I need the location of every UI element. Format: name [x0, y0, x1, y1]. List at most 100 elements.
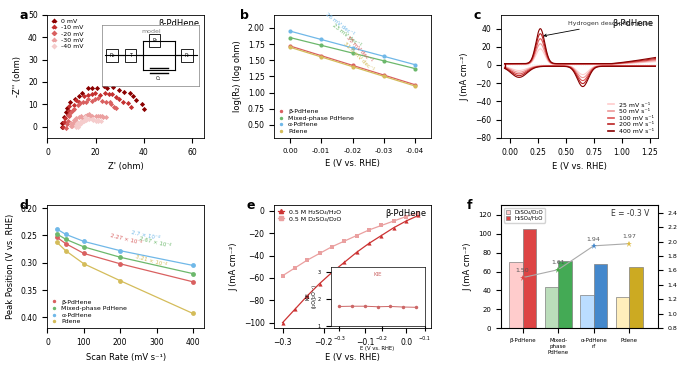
Point: [61, 125, 72, 131]
Point: [122, 100, 133, 106]
Point: [93, 118, 104, 124]
Point: [87, 113, 98, 119]
Text: 23 mV dec⁻¹: 23 mV dec⁻¹: [331, 23, 361, 48]
Point: [84, 113, 95, 119]
Point: [83, 85, 94, 91]
Point: [111, 104, 121, 110]
Text: 2.27 × 10⁻⁴: 2.27 × 10⁻⁴: [109, 233, 142, 246]
Point: [79, 93, 89, 99]
Point: [84, 116, 95, 122]
Point: [62, 117, 73, 123]
Point: [100, 99, 111, 105]
Legend: 25 mV s⁻¹, 50 mV s⁻¹, 100 mV s⁻¹, 200 mV s⁻¹, 400 mV s⁻¹: 25 mV s⁻¹, 50 mV s⁻¹, 100 mV s⁻¹, 200 mV…: [607, 101, 654, 135]
Point: [87, 91, 98, 97]
Point: [125, 104, 136, 110]
Text: a: a: [19, 9, 28, 22]
Point: [73, 93, 84, 98]
Point: [58, 114, 69, 120]
Point: [75, 120, 86, 126]
Text: E = -0.3 V: E = -0.3 V: [612, 209, 650, 218]
Point: [124, 90, 135, 96]
Point: [114, 96, 125, 102]
Point: [83, 96, 94, 102]
Point: [61, 109, 72, 115]
Point: [75, 121, 85, 127]
Text: d: d: [19, 199, 28, 212]
Point: [96, 98, 107, 104]
Point: [73, 120, 83, 126]
Point: [68, 117, 79, 123]
Text: β-PdHene: β-PdHene: [612, 19, 653, 28]
Text: 31.8 mV dec⁻¹: 31.8 mV dec⁻¹: [343, 41, 375, 72]
X-axis label: Z' (ohm): Z' (ohm): [108, 162, 144, 171]
Point: [93, 117, 104, 123]
Point: [98, 114, 108, 120]
Text: 1.61: 1.61: [551, 260, 565, 265]
Point: [71, 122, 82, 128]
Point: [96, 117, 106, 123]
Bar: [594, 264, 607, 328]
Point: [101, 114, 112, 120]
Point: [87, 98, 98, 104]
Point: [138, 106, 149, 112]
Y-axis label: J (mA cm⁻²): J (mA cm⁻²): [464, 242, 473, 291]
Text: 2.67 × 10⁻⁴: 2.67 × 10⁻⁴: [138, 236, 171, 249]
Bar: [509, 262, 523, 328]
Point: [97, 113, 108, 119]
Point: [80, 117, 91, 123]
Point: [79, 114, 90, 120]
Point: [87, 116, 98, 122]
Point: [79, 113, 90, 119]
Point: [73, 121, 83, 127]
Point: [67, 107, 78, 113]
Point: [118, 89, 129, 95]
Text: f: f: [466, 199, 473, 212]
Point: [99, 91, 110, 97]
Point: [66, 120, 77, 126]
Text: β-PdHene: β-PdHene: [158, 19, 199, 28]
Point: [77, 90, 87, 96]
Point: [57, 123, 68, 129]
Y-axis label: J (mA cm⁻²): J (mA cm⁻²): [461, 52, 470, 101]
Text: 26 mV dec⁻¹: 26 mV dec⁻¹: [325, 11, 355, 37]
Text: 2.7 × 10⁻⁴: 2.7 × 10⁻⁴: [131, 230, 161, 241]
Point: [73, 114, 84, 120]
Point: [65, 109, 76, 115]
Legend: β-PdHene, Mixed-phase PdHene, α-PdHene, Pdene: β-PdHene, Mixed-phase PdHene, α-PdHene, …: [277, 108, 355, 135]
Point: [72, 120, 83, 126]
Legend: D₂SO₄/D₂O, H₂SO₄/H₂O: D₂SO₄/D₂O, H₂SO₄/H₂O: [504, 208, 545, 223]
Point: [102, 85, 113, 91]
Bar: [629, 267, 643, 328]
Point: [95, 113, 106, 119]
Point: [68, 106, 79, 112]
Point: [73, 98, 84, 104]
Point: [78, 99, 89, 105]
Point: [127, 93, 138, 99]
Point: [94, 92, 105, 98]
Point: [78, 118, 89, 124]
Text: e: e: [246, 199, 255, 212]
Point: [111, 94, 122, 100]
X-axis label: Scan Rate (mV s⁻¹): Scan Rate (mV s⁻¹): [85, 352, 165, 361]
Point: [75, 113, 86, 119]
Point: [71, 116, 81, 122]
Bar: [616, 297, 629, 328]
Legend: 0.5 M H₂SO₄/H₂O, 0.5 M D₂SO₄/D₂O: 0.5 M H₂SO₄/H₂O, 0.5 M D₂SO₄/D₂O: [277, 209, 342, 222]
Point: [67, 120, 78, 126]
Point: [98, 83, 109, 89]
Point: [64, 113, 75, 119]
Point: [91, 118, 102, 124]
Bar: [580, 295, 594, 328]
Point: [73, 102, 83, 108]
Point: [87, 117, 98, 123]
Point: [93, 95, 104, 101]
Text: b: b: [240, 9, 249, 22]
Point: [137, 101, 148, 107]
Text: 1.94: 1.94: [586, 236, 601, 241]
Point: [117, 98, 128, 104]
Y-axis label: -Z'' (ohm): -Z'' (ohm): [14, 56, 22, 97]
Point: [65, 123, 76, 129]
Point: [81, 99, 92, 105]
Text: β-PdHene: β-PdHene: [385, 209, 426, 218]
Point: [104, 91, 115, 97]
